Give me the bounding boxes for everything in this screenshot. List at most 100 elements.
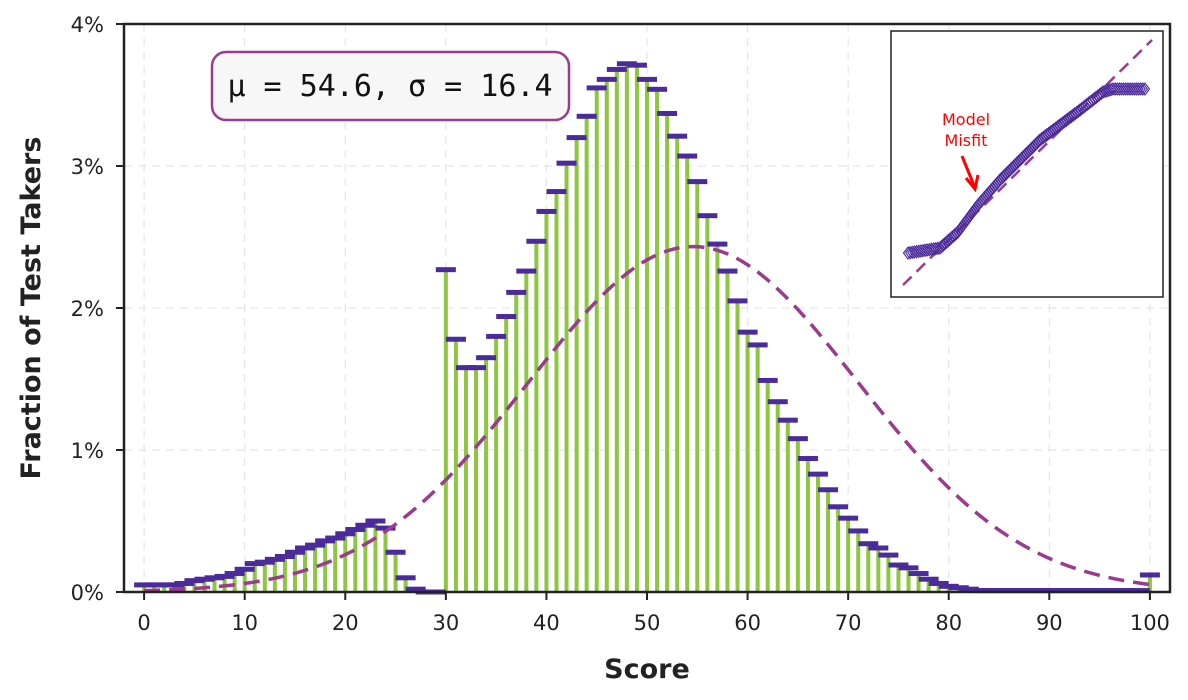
inset-point xyxy=(1094,87,1105,102)
bar-top-marker xyxy=(184,578,205,584)
bar-top-marker xyxy=(576,113,597,119)
bar-top-marker xyxy=(747,342,768,348)
bar-top-marker xyxy=(958,586,979,592)
bar xyxy=(232,573,237,592)
inset-point xyxy=(1067,108,1079,123)
x-axis-ticks: 0 10 20 30 40 50 60 70 80 90 100 xyxy=(137,592,1170,635)
bar xyxy=(604,79,609,592)
bar-top-marker xyxy=(737,329,758,335)
bar xyxy=(192,580,197,592)
bar-top-marker xyxy=(234,566,255,572)
inset-point xyxy=(930,241,941,256)
bar xyxy=(916,573,921,592)
bar-top-marker xyxy=(315,538,336,544)
bar-top-marker xyxy=(797,456,818,462)
bar-top-marker xyxy=(767,399,788,405)
bar xyxy=(795,438,800,592)
bar xyxy=(363,525,368,592)
normal-fit-curve xyxy=(144,244,1151,593)
inset-point xyxy=(1052,120,1063,134)
bar-top-marker xyxy=(596,76,617,82)
bar xyxy=(634,65,639,593)
bar-top-marker xyxy=(496,314,517,320)
bar xyxy=(785,420,790,592)
inset-point xyxy=(1053,118,1065,133)
bar-top-marker xyxy=(999,588,1020,594)
bar xyxy=(1147,574,1152,592)
bar-top-marker xyxy=(556,160,577,166)
bar xyxy=(725,271,730,592)
bar-top-marker xyxy=(1089,588,1110,594)
bar-top-marker xyxy=(144,582,165,588)
bar-top-marker xyxy=(858,541,879,547)
bar-top-marker xyxy=(1119,588,1140,594)
bar-top-marker xyxy=(546,189,567,195)
bar-top-marker xyxy=(134,582,155,588)
bar-top-marker xyxy=(174,580,195,586)
bar xyxy=(755,344,760,592)
bar-top-marker xyxy=(938,583,959,589)
bar-top-marker xyxy=(667,133,688,139)
bar-top-marker xyxy=(928,580,949,586)
bar-top-marker xyxy=(777,417,798,423)
y-tick-label: 3% xyxy=(71,155,104,179)
bar-top-marker xyxy=(868,545,889,551)
bar-top-marker xyxy=(325,535,346,541)
inset-point xyxy=(1097,85,1109,99)
bar xyxy=(946,586,951,592)
inset-point xyxy=(1038,130,1049,145)
bar xyxy=(665,113,670,593)
bar-top-marker xyxy=(516,268,537,274)
bar-top-marker xyxy=(1009,588,1030,594)
bar-top-marker xyxy=(1029,588,1050,594)
bar-top-marker xyxy=(848,528,869,534)
inset-point xyxy=(1066,109,1077,124)
bar xyxy=(524,271,529,592)
bar xyxy=(906,567,911,592)
bar xyxy=(353,529,358,592)
bar xyxy=(896,565,901,592)
bar-top-marker xyxy=(1049,588,1070,594)
x-tick-label: 50 xyxy=(634,611,661,635)
inset-point xyxy=(932,241,944,256)
bar-top-marker xyxy=(818,487,839,493)
bar-top-marker xyxy=(154,582,175,588)
inset-point xyxy=(1064,110,1075,125)
bar xyxy=(675,136,680,592)
bar xyxy=(624,63,629,592)
y-axis-ticks: 0% 1% 2% 3% 4% xyxy=(71,13,124,605)
bar xyxy=(614,69,619,592)
bar xyxy=(745,332,750,592)
bar xyxy=(272,559,277,592)
inset-point xyxy=(1139,82,1151,96)
bar xyxy=(574,137,579,592)
bar xyxy=(765,380,770,592)
bar xyxy=(443,269,448,592)
bar-top-marker xyxy=(486,333,507,339)
bar xyxy=(393,552,398,592)
bar-top-marker xyxy=(566,135,587,141)
inset-point xyxy=(1041,127,1053,142)
bar xyxy=(826,489,831,592)
inset-annotation-line2: Misfit xyxy=(945,131,988,150)
bar xyxy=(584,116,589,593)
bar xyxy=(815,474,820,592)
bar-top-marker xyxy=(707,241,728,247)
bar xyxy=(403,577,408,592)
bar-top-marker xyxy=(274,554,295,559)
x-tick-label: 70 xyxy=(835,611,862,635)
x-tick-label: 80 xyxy=(935,611,962,635)
bar-top-marker xyxy=(335,531,356,537)
bar xyxy=(594,87,599,593)
bar-top-marker xyxy=(244,561,265,567)
bar xyxy=(645,79,649,592)
bar-top-marker xyxy=(657,110,678,116)
inset-point xyxy=(1055,117,1067,132)
bar-top-marker xyxy=(375,525,396,531)
bar-top-marker xyxy=(908,571,929,577)
bar xyxy=(252,563,257,592)
inset-point xyxy=(1133,82,1144,96)
bar-top-marker xyxy=(898,565,919,571)
bar-top-marker xyxy=(1079,588,1100,594)
bar xyxy=(705,215,710,592)
